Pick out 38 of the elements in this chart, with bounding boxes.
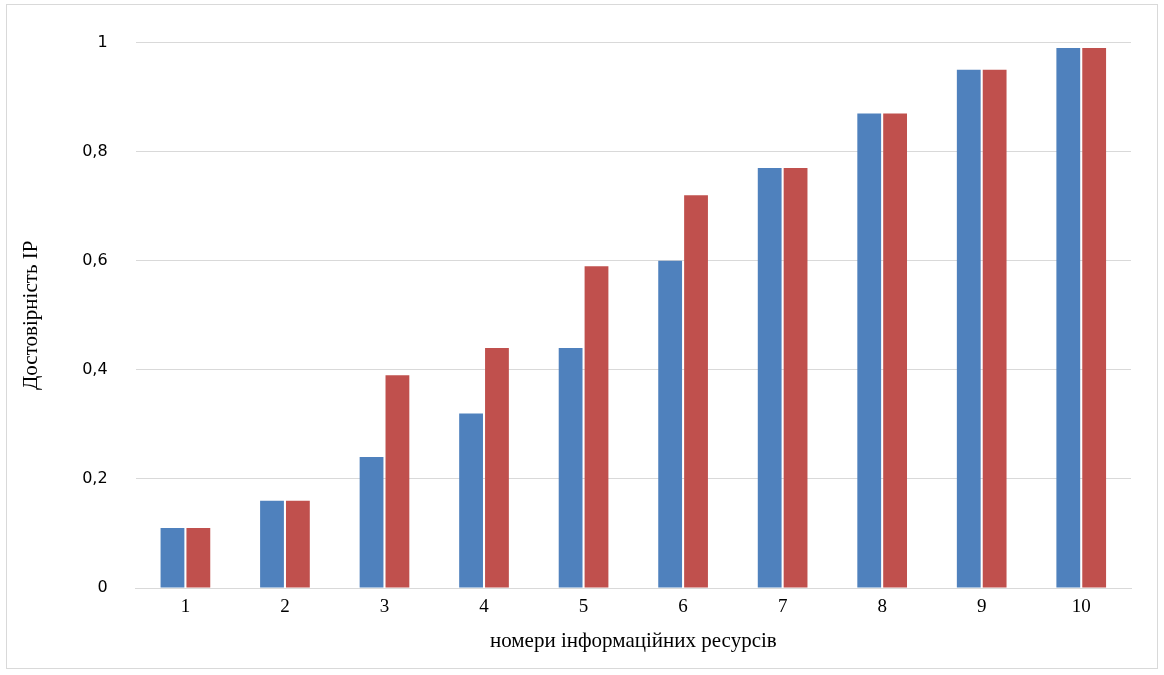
bar [783,168,808,588]
y-tick-label: 0,4 [82,359,108,378]
x-tick-label: 8 [877,595,887,617]
x-axis-title: номери інформаційних ресурсів [489,627,777,652]
bar [658,260,683,588]
bar [558,348,583,588]
bar [757,168,782,588]
y-tick-label: 0,2 [82,468,108,488]
bar [285,500,310,588]
x-tick-label: 2 [280,595,290,617]
bar [857,113,882,588]
bar [584,266,609,588]
x-tick-label: 3 [379,595,390,617]
bar [260,500,284,588]
bar [1082,48,1107,588]
bar [485,348,509,588]
bar [982,69,1007,588]
x-tick-label: 4 [479,595,490,617]
bar [186,528,211,588]
y-tick-label: 0,6 [82,249,108,269]
x-tick-label: 6 [678,595,688,617]
bar [883,113,908,588]
y-tick-label: 0 [97,577,108,597]
x-tick-label: 5 [578,595,589,617]
bar [684,195,708,588]
bar [385,375,410,588]
x-tick-label: 10 [1071,595,1091,617]
bar [160,528,185,588]
x-tick-label: 7 [777,595,788,617]
x-tick-label: 9 [976,595,987,617]
bar [459,413,483,588]
y-tick-label: 0,8 [82,140,108,160]
y-axis-title: Достовірність ІР [18,240,43,390]
y-tick-label: 1 [97,31,108,51]
bar [359,457,384,588]
bar [956,69,981,588]
x-tick-label: 1 [180,595,191,617]
bar [1056,48,1081,588]
